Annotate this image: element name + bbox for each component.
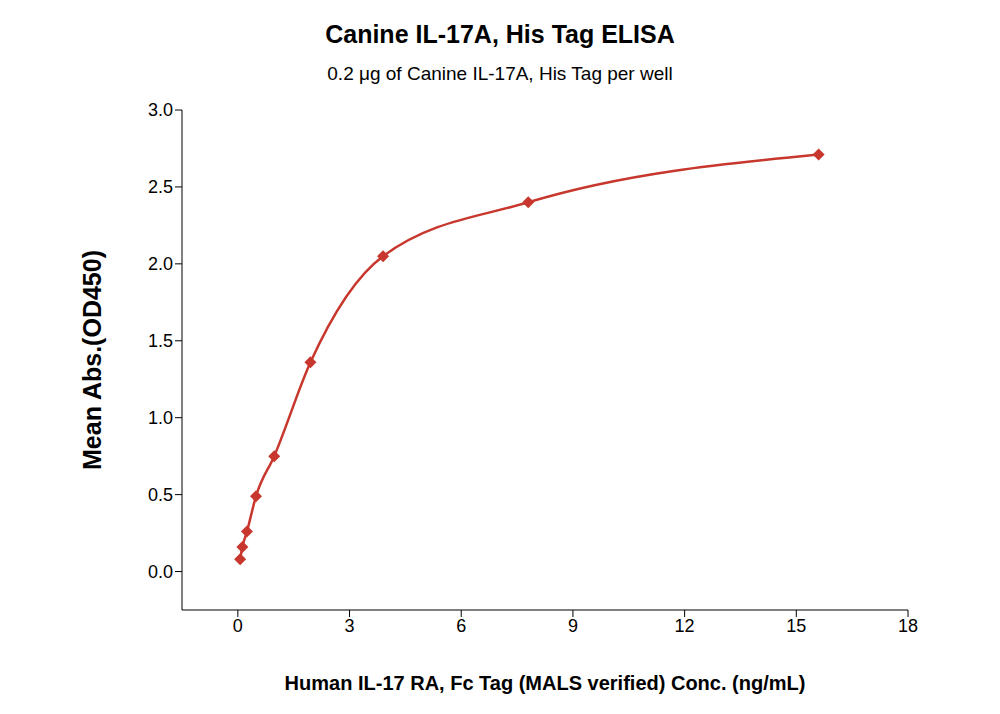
svg-text:2.0: 2.0 xyxy=(148,254,173,274)
html-text:Canine IL-17A, His Tag ELISA: Canine IL-17A, His Tag ELISA xyxy=(325,20,675,48)
svg-text:0: 0 xyxy=(233,616,243,636)
svg-text:0.5: 0.5 xyxy=(148,485,173,505)
svg-text:6: 6 xyxy=(456,616,466,636)
svg-text:15: 15 xyxy=(786,616,806,636)
svg-text:1.5: 1.5 xyxy=(148,331,173,351)
html-text:Human IL-17 RA, Fc Tag (MALS v: Human IL-17 RA, Fc Tag (MALS verified) C… xyxy=(284,672,806,694)
svg-text:9: 9 xyxy=(568,616,578,636)
svg-text:0.0: 0.0 xyxy=(148,562,173,582)
svg-text:1.0: 1.0 xyxy=(148,408,173,428)
html-text:0.2 μg of Canine IL-17A, His T: 0.2 μg of Canine IL-17A, His Tag per wel… xyxy=(327,63,673,84)
svg-text:2.5: 2.5 xyxy=(148,177,173,197)
html-text:Mean Abs.(OD450): Mean Abs.(OD450) xyxy=(77,250,106,470)
svg-text:18: 18 xyxy=(898,616,918,636)
svg-text:3: 3 xyxy=(345,616,355,636)
svg-text:3.0: 3.0 xyxy=(148,100,173,120)
svg-text:12: 12 xyxy=(675,616,695,636)
